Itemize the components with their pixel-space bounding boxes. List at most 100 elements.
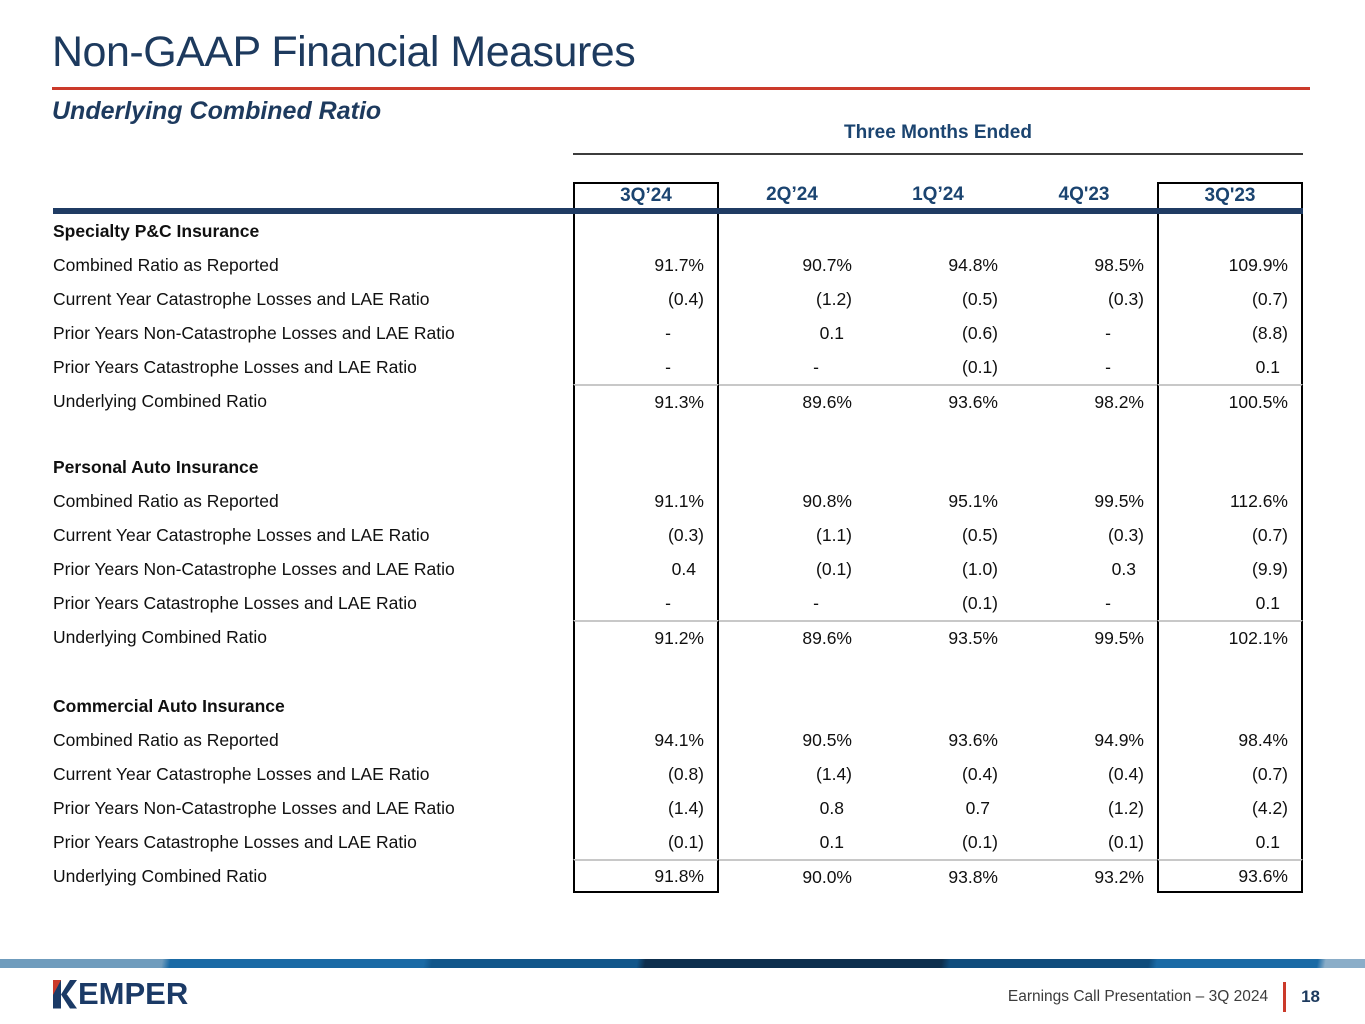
column-header: 1Q’24 — [912, 184, 964, 205]
cell-value: (0.1) — [573, 825, 719, 859]
empty-cell — [719, 214, 865, 248]
row-label: Underlying Combined Ratio — [53, 626, 267, 647]
cell-value: (1.4) — [573, 791, 719, 825]
cell-value: - — [813, 356, 819, 377]
spacer-cell — [573, 654, 719, 689]
row-label: Current Year Catastrophe Losses and LAE … — [53, 288, 430, 309]
section-header-row: Personal Auto Insurance — [53, 450, 1303, 484]
cell-value: - — [1105, 322, 1111, 343]
cell-value: 102.1% — [1157, 620, 1303, 654]
empty-cell — [1157, 450, 1303, 484]
cell-value: (0.1) — [962, 592, 998, 613]
table-row: Prior Years Catastrophe Losses and LAE R… — [53, 825, 1303, 859]
cell-value: (8.8) — [1157, 316, 1303, 350]
cell-value: 91.3% — [573, 384, 719, 418]
cell-value: (0.5) — [962, 288, 998, 309]
spacer-cell — [719, 418, 865, 450]
cell-value: - — [813, 592, 819, 613]
cell-value: (0.1) — [962, 356, 998, 377]
row-label: Prior Years Catastrophe Losses and LAE R… — [53, 831, 417, 852]
cell-value: 93.2% — [1011, 859, 1157, 893]
cell-value: 89.6% — [719, 620, 865, 654]
kemper-logo: EMPER — [50, 978, 188, 1010]
spacer-row — [53, 654, 1303, 689]
cell-value: 100.5% — [1157, 384, 1303, 418]
table-row: Combined Ratio as Reported 91.7% 90.7% 94.8… — [53, 248, 1303, 282]
cell-value: 0.1 — [1157, 586, 1303, 620]
row-label: Combined Ratio as Reported — [53, 729, 279, 750]
column-group-header: Three Months Ended — [844, 122, 1032, 143]
table-row: Underlying Combined Ratio 91.8% 90.0% 93.8%… — [53, 859, 1303, 893]
spacer-cell — [1011, 654, 1157, 689]
cell-value: 91.2% — [573, 620, 719, 654]
table-row: Combined Ratio as Reported 91.1% 90.8% 95.1… — [53, 484, 1303, 518]
row-label: Current Year Catastrophe Losses and LAE … — [53, 763, 430, 784]
cell-value: 0.8 — [819, 797, 844, 818]
cell-value: 93.6% — [948, 729, 998, 750]
empty-cell — [573, 450, 719, 484]
cell-value: 90.5% — [802, 729, 852, 750]
cell-value: (0.6) — [962, 322, 998, 343]
cell-value: 90.0% — [719, 859, 865, 893]
cell-value: 98.4% — [1157, 723, 1303, 757]
cell-value: - — [573, 316, 719, 350]
empty-cell — [1157, 214, 1303, 248]
row-label: Prior Years Non-Catastrophe Losses and L… — [53, 558, 455, 579]
cell-value: (1.1) — [816, 524, 852, 545]
column-header: 3Q'23 — [1157, 182, 1303, 208]
cell-value: 0.7 — [965, 797, 990, 818]
cell-value: 98.5% — [1094, 254, 1144, 275]
empty-cell — [1011, 689, 1157, 723]
table-row: Current Year Catastrophe Losses and LAE … — [53, 757, 1303, 791]
row-label: Prior Years Catastrophe Losses and LAE R… — [53, 356, 417, 377]
section-header-label: Commercial Auto Insurance — [53, 695, 285, 716]
empty-cell — [719, 689, 865, 723]
empty-cell — [865, 450, 1011, 484]
column-header: 4Q'23 — [1058, 184, 1110, 205]
cell-value: (0.7) — [1157, 757, 1303, 791]
table-row: Prior Years Catastrophe Losses and LAE R… — [53, 350, 1303, 384]
cell-value: 0.1 — [819, 322, 844, 343]
table-row: Underlying Combined Ratio 91.3% 89.6% 93.6%… — [53, 384, 1303, 418]
row-label: Underlying Combined Ratio — [53, 865, 267, 886]
table-row: Prior Years Non-Catastrophe Losses and L… — [53, 552, 1303, 586]
empty-cell — [719, 450, 865, 484]
row-label: Underlying Combined Ratio — [53, 390, 267, 411]
row-label: Prior Years Non-Catastrophe Losses and L… — [53, 322, 455, 343]
cell-value: 109.9% — [1157, 248, 1303, 282]
cell-value: - — [1105, 592, 1111, 613]
cell-value: (1.2) — [816, 288, 852, 309]
cell-value: (0.1) — [816, 558, 852, 579]
cell-value: 91.8% — [573, 859, 719, 893]
section-header-label: Personal Auto Insurance — [53, 456, 259, 477]
footer-right: Earnings Call Presentation – 3Q 2024 18 — [1008, 981, 1320, 1013]
spacer-cell — [865, 654, 1011, 689]
row-label: Current Year Catastrophe Losses and LAE … — [53, 524, 430, 545]
column-header: 2Q’24 — [766, 184, 818, 205]
cell-value: (4.2) — [1157, 791, 1303, 825]
cell-value: (0.3) — [1108, 524, 1144, 545]
row-label: Combined Ratio as Reported — [53, 490, 279, 511]
cell-value: 99.5% — [1094, 490, 1144, 511]
table-row: Current Year Catastrophe Losses and LAE … — [53, 518, 1303, 552]
cell-value: 91.7% — [573, 248, 719, 282]
spacer-cell — [719, 654, 865, 689]
row-label: Combined Ratio as Reported — [53, 254, 279, 275]
cell-value: 0.3 — [1111, 558, 1136, 579]
cell-value: (0.3) — [1108, 288, 1144, 309]
header-divider-bar — [53, 208, 1303, 214]
cell-value: (1.0) — [962, 558, 998, 579]
cell-value: (0.7) — [1157, 282, 1303, 316]
empty-cell — [1157, 689, 1303, 723]
empty-cell — [1011, 450, 1157, 484]
footer-stripe — [0, 959, 1365, 968]
table-row: Underlying Combined Ratio 91.2% 89.6% 93.5%… — [53, 620, 1303, 654]
cell-value: - — [1105, 356, 1111, 377]
page-title: Non-GAAP Financial Measures — [52, 28, 636, 76]
cell-value: 93.6% — [865, 384, 1011, 418]
cell-value: (0.4) — [573, 282, 719, 316]
cell-value: 0.1 — [1157, 825, 1303, 859]
cell-value: (0.1) — [1108, 831, 1144, 852]
cell-value: 98.2% — [1011, 384, 1157, 418]
